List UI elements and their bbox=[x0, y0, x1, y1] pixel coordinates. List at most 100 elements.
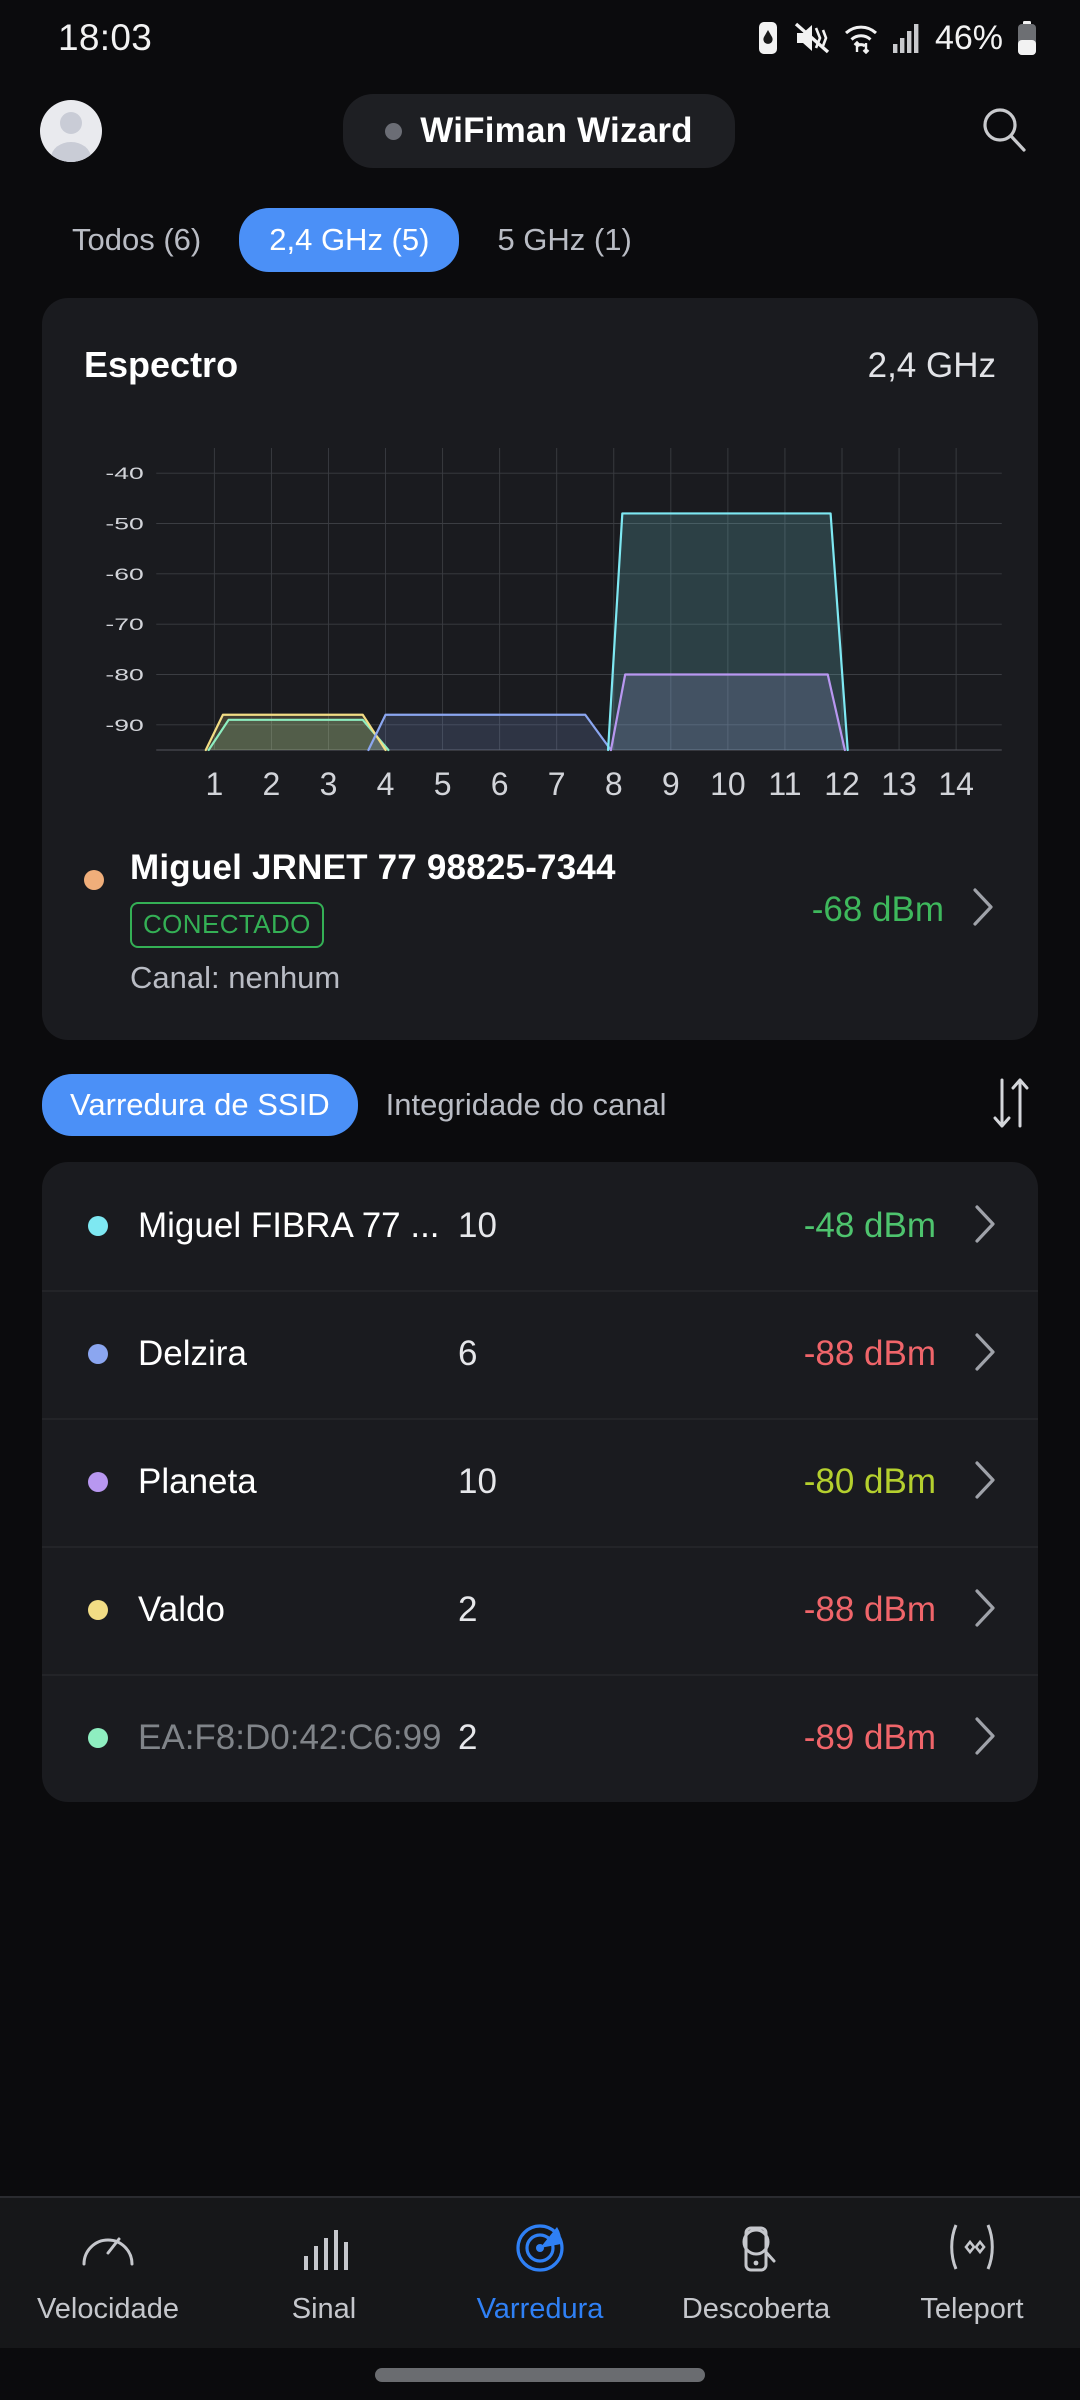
network-row[interactable]: Delzira 6 -88 dBm bbox=[42, 1290, 1038, 1418]
spectrum-chart-svg: -40 -50 -60 -70 -80 -90 bbox=[105, 438, 1008, 758]
network-signal: -48 dBm bbox=[803, 1206, 936, 1245]
nav-item-velocidade[interactable]: Velocidade bbox=[0, 2220, 216, 2326]
spectrum-card-header: Espectro 2,4 GHz bbox=[42, 298, 1038, 386]
connected-network-info: Miguel JRNET 77 98825-7344 CONECTADO Can… bbox=[130, 848, 812, 996]
network-row[interactable]: Valdo 2 -88 dBm bbox=[42, 1546, 1038, 1674]
tab-integridade-do-canal[interactable]: Integridade do canal bbox=[385, 1087, 667, 1122]
app-header: WiFiman Wizard bbox=[0, 76, 1080, 186]
status-time: 18:03 bbox=[58, 17, 153, 58]
x-tick-label: 2 bbox=[262, 766, 281, 802]
radar-scan-icon bbox=[511, 2220, 569, 2279]
network-color-dot bbox=[88, 1600, 108, 1620]
svg-text:-40: -40 bbox=[105, 464, 143, 483]
signal-bars-icon bbox=[295, 2220, 353, 2279]
chevron-right-icon[interactable] bbox=[972, 1331, 998, 1378]
battery-percent: 46% bbox=[934, 18, 1003, 57]
battery-icon bbox=[1016, 21, 1038, 55]
avatar[interactable] bbox=[40, 100, 102, 162]
status-bar: 18:03 46% bbox=[0, 0, 1080, 76]
mute-vibrate-icon bbox=[794, 22, 830, 54]
network-channel: 2 bbox=[458, 1718, 478, 1757]
nav-item-sinal[interactable]: Sinal bbox=[216, 2220, 432, 2326]
search-button[interactable] bbox=[976, 103, 1032, 159]
status-dot-icon bbox=[385, 122, 403, 140]
sort-button[interactable] bbox=[984, 1076, 1038, 1134]
tab-varredura-de-ssid[interactable]: Varredura de SSID bbox=[42, 1074, 358, 1136]
x-tick-label: 11 bbox=[768, 766, 802, 802]
nav-item-varredura[interactable]: Varredura bbox=[432, 2220, 648, 2326]
device-discovery-icon bbox=[727, 2220, 785, 2279]
search-icon bbox=[978, 103, 1030, 160]
spectrum-title: Espectro bbox=[84, 344, 239, 385]
page-title: WiFiman Wizard bbox=[420, 111, 693, 150]
sort-icon bbox=[989, 1076, 1033, 1135]
network-signal: -88 dBm bbox=[803, 1334, 936, 1373]
network-row[interactable]: EA:F8:D0:42:C6:99 2 -89 dBm bbox=[42, 1674, 1038, 1802]
connected-signal: -68 dBm bbox=[811, 889, 944, 929]
band-filter-chips: Todos (6) 2,4 GHz (5) 5 GHz (1) bbox=[0, 186, 1080, 272]
nav-item-teleport[interactable]: Teleport bbox=[864, 2220, 1080, 2326]
network-ssid: Planeta bbox=[138, 1462, 257, 1501]
network-channel: 10 bbox=[458, 1462, 497, 1501]
connected-channel: Canal: nenhum bbox=[130, 960, 341, 995]
nav-label: Sinal bbox=[291, 2293, 357, 2325]
nav-label: Descoberta bbox=[681, 2293, 831, 2325]
x-tick-label: 13 bbox=[881, 766, 917, 802]
connected-signal-group: -68 dBm bbox=[812, 886, 996, 933]
network-color-dot bbox=[88, 1472, 108, 1492]
spectrum-band-label: 2,4 GHz bbox=[867, 346, 996, 385]
network-ssid: Delzira bbox=[138, 1334, 247, 1373]
network-color-dot bbox=[88, 1728, 108, 1748]
bottom-navigation: Velocidade Sinal Varredura Descoberta Te… bbox=[0, 2196, 1080, 2348]
network-color-dot bbox=[88, 1344, 108, 1364]
scan-tabs: Varredura de SSID Integridade do canal bbox=[0, 1040, 1080, 1136]
x-tick-label: 6 bbox=[490, 766, 509, 802]
connected-color-dot bbox=[84, 870, 104, 890]
status-icons: 46% bbox=[755, 19, 1038, 58]
chevron-right-icon[interactable] bbox=[972, 1715, 998, 1762]
app-title-pill[interactable]: WiFiman Wizard bbox=[343, 94, 735, 168]
x-tick-label: 7 bbox=[547, 766, 566, 802]
spectrum-x-axis: 1 2 3 4 5 6 7 8 9 10 11 12 13 14 bbox=[72, 766, 1008, 826]
network-channel: 2 bbox=[458, 1590, 478, 1629]
chevron-right-icon[interactable] bbox=[972, 1459, 998, 1506]
chevron-right-icon[interactable] bbox=[972, 1587, 998, 1634]
speedometer-icon bbox=[79, 2220, 137, 2279]
wifi-transfer-icon bbox=[843, 22, 879, 54]
filter-chip-5ghz[interactable]: 5 GHz (1) bbox=[497, 222, 632, 257]
spectrum-chart[interactable]: -40 -50 -60 -70 -80 -90 bbox=[72, 438, 1008, 758]
chevron-right-icon[interactable] bbox=[970, 886, 996, 933]
filter-chip-todos[interactable]: Todos (6) bbox=[72, 222, 202, 257]
network-row[interactable]: Miguel FIBRA 77 ... 10 -48 dBm bbox=[42, 1162, 1038, 1290]
teleport-icon bbox=[943, 2220, 1001, 2279]
x-tick-label: 8 bbox=[604, 766, 623, 802]
x-tick-label: 1 bbox=[205, 766, 224, 802]
status-badge: CONECTADO bbox=[130, 902, 324, 948]
x-tick-label: 3 bbox=[319, 766, 338, 802]
x-tick-label: 14 bbox=[938, 766, 974, 802]
svg-text:-60: -60 bbox=[105, 565, 143, 584]
sim-alert-icon bbox=[755, 21, 781, 55]
x-tick-label: 5 bbox=[433, 766, 452, 802]
nav-item-descoberta[interactable]: Descoberta bbox=[648, 2220, 864, 2326]
network-channel: 6 bbox=[458, 1334, 478, 1373]
svg-text:-80: -80 bbox=[105, 665, 143, 684]
svg-text:-70: -70 bbox=[105, 615, 143, 634]
x-tick-label: 10 bbox=[710, 766, 746, 802]
svg-text:-90: -90 bbox=[105, 716, 143, 735]
network-ssid: Miguel FIBRA 77 ... bbox=[138, 1206, 440, 1245]
filter-chip-24ghz[interactable]: 2,4 GHz (5) bbox=[239, 208, 460, 272]
nav-label: Velocidade bbox=[37, 2293, 179, 2325]
x-tick-label: 12 bbox=[824, 766, 860, 802]
network-row[interactable]: Planeta 10 -80 dBm bbox=[42, 1418, 1038, 1546]
network-color-dot bbox=[88, 1216, 108, 1236]
connected-ssid: Miguel JRNET 77 98825-7344 bbox=[130, 848, 616, 887]
network-signal: -89 dBm bbox=[803, 1718, 936, 1757]
home-indicator[interactable] bbox=[375, 2368, 705, 2382]
connected-network-row[interactable]: Miguel JRNET 77 98825-7344 CONECTADO Can… bbox=[42, 826, 1038, 1040]
chevron-right-icon[interactable] bbox=[972, 1203, 998, 1250]
network-signal: -80 dBm bbox=[803, 1462, 936, 1501]
svg-text:-50: -50 bbox=[105, 514, 143, 533]
